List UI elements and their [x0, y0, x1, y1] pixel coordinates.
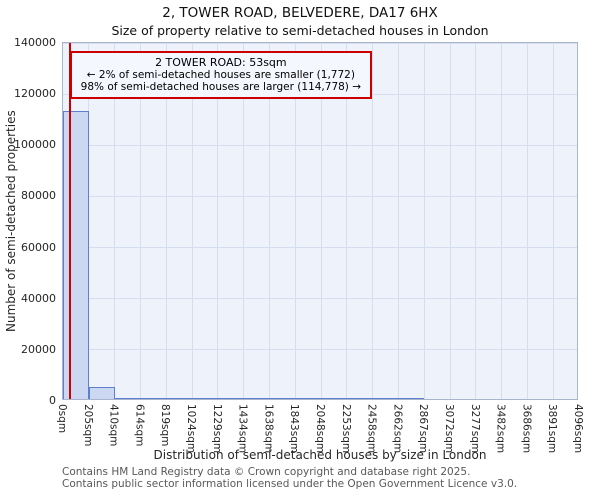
y-tick-label: 120000 [14, 87, 56, 101]
x-tick-label: 2458sqm [365, 404, 378, 454]
y-tick-label: 100000 [14, 138, 56, 152]
histogram-bar [114, 398, 141, 399]
gridline-vertical [294, 43, 296, 399]
gridline-vertical [423, 43, 425, 399]
x-tick-label: 614sqm [133, 404, 146, 447]
y-tick-label: 60000 [21, 240, 56, 254]
histogram-bar [372, 398, 399, 399]
gridline-horizontal [63, 195, 577, 197]
x-tick-label: 0sqm [56, 404, 68, 434]
annotation-larger-stat: 98% of semi-detached houses are larger (… [80, 81, 362, 93]
gridline-vertical [372, 43, 374, 399]
histogram-bar [166, 398, 192, 399]
x-tick-label: 2048sqm [314, 404, 326, 454]
gridline-horizontal [63, 144, 577, 146]
gridline-vertical [526, 43, 528, 399]
y-tick-label: 0 [49, 394, 56, 407]
histogram-bar [321, 398, 347, 399]
x-tick-label: 3686sqm [520, 404, 533, 454]
gridline-vertical [268, 43, 270, 399]
gridline-vertical [114, 43, 116, 399]
gridline-vertical [449, 43, 451, 399]
footer-line-hmlr: Contains HM Land Registry data © Crown c… [62, 466, 471, 478]
histogram-bar [88, 386, 115, 399]
x-tick-label: 819sqm [159, 404, 172, 447]
x-tick-label: 2662sqm [391, 404, 404, 454]
gridline-vertical [217, 43, 219, 399]
histogram-bar [295, 398, 321, 399]
histogram-bar [63, 111, 89, 399]
gridline-vertical [243, 43, 245, 399]
annotation-box: 2 TOWER ROAD: 53sqm ← 2% of semi-detache… [69, 51, 373, 99]
footer: Contains HM Land Registry data © Crown c… [62, 466, 592, 490]
histogram-bar [140, 398, 167, 399]
footer-line-ogl: Contains public sector information licen… [62, 478, 518, 490]
gridline-horizontal [63, 42, 577, 44]
y-tick-label: 140000 [14, 36, 56, 49]
gridline-horizontal [63, 247, 577, 249]
x-axis-label: Distribution of semi-detached houses by … [153, 448, 487, 462]
histogram-bar [243, 398, 270, 399]
x-tick-label: 410sqm [107, 404, 120, 447]
gridline-vertical [552, 43, 554, 399]
x-tick-label: 3891sqm [546, 404, 559, 454]
chart-subtitle: Size of property relative to semi-detach… [111, 23, 489, 38]
x-tick-label: 1843sqm [288, 404, 301, 454]
x-tick-label: 1024sqm [185, 404, 197, 454]
gridline-vertical [165, 43, 167, 399]
histogram-bar [217, 398, 244, 399]
gridline-horizontal [63, 349, 577, 351]
x-tick-label: 1638sqm [262, 404, 275, 454]
x-tick-label: 1434sqm [236, 404, 249, 454]
x-tick-label: 2867sqm [417, 404, 430, 454]
histogram-bar [192, 398, 218, 399]
histogram-bar [269, 398, 296, 399]
gridline-vertical [320, 43, 322, 399]
histogram-bar [398, 398, 425, 399]
annotation-smaller-stat: ← 2% of semi-detached houses are smaller… [86, 69, 355, 81]
y-tick-label: 80000 [21, 189, 56, 203]
gridline-vertical [397, 43, 399, 399]
x-tick-label: 3277sqm [468, 404, 481, 454]
x-tick-label: 205sqm [81, 404, 94, 447]
x-tick-label: 3072sqm [443, 404, 455, 454]
chart-title: 2, TOWER ROAD, BELVEDERE, DA17 6HX [162, 5, 438, 21]
gridline-vertical [475, 43, 477, 399]
y-tick-label: 20000 [21, 342, 56, 356]
plot-area: 2 TOWER ROAD: 53sqm ← 2% of semi-detache… [62, 42, 578, 400]
gridline-vertical [346, 43, 348, 399]
histogram-bar [346, 398, 373, 399]
y-tick-label: 40000 [21, 291, 56, 305]
x-tick-label: 1229sqm [210, 404, 223, 454]
annotation-property-label: 2 TOWER ROAD: 53sqm [155, 56, 287, 69]
gridline-vertical [88, 43, 90, 399]
property-marker-line [68, 43, 71, 399]
gridline-vertical [139, 43, 141, 399]
x-tick-label: 2253sqm [339, 404, 352, 454]
gridline-vertical [191, 43, 193, 399]
gridline-vertical [501, 43, 503, 399]
x-tick-label: 3482sqm [494, 404, 507, 454]
x-tick-label: 4096sqm [572, 404, 584, 454]
gridline-horizontal [63, 298, 577, 300]
